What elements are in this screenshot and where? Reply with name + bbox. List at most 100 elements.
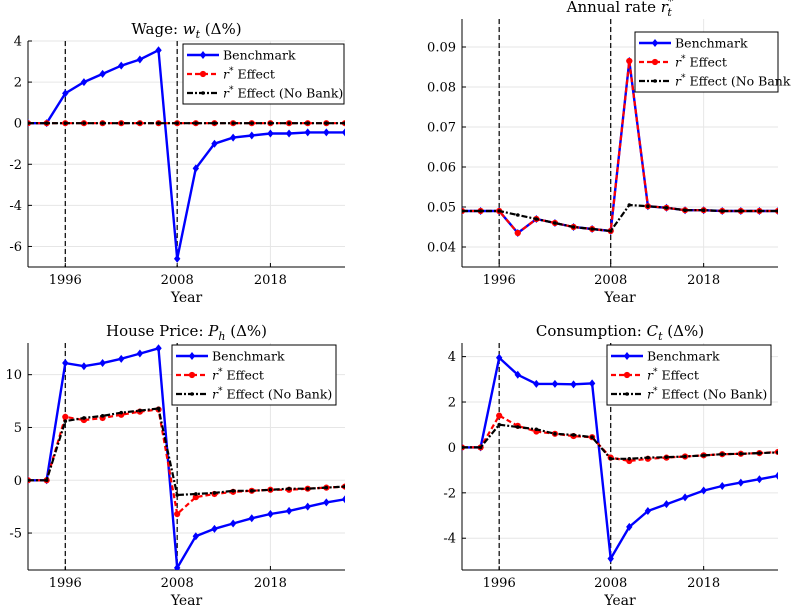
x-axis-label: Year (603, 290, 636, 306)
data-point (534, 427, 539, 432)
legend: Benchmark r* Effect r* Effect (No Bank (634, 31, 791, 93)
data-point (497, 422, 501, 427)
legend-marker (651, 58, 659, 66)
legend-label: Benchmark (675, 36, 748, 51)
data-point (608, 229, 613, 233)
chart-title: Wage: wt (Δ%) (131, 20, 241, 41)
data-point (99, 69, 106, 78)
data-point (229, 133, 237, 142)
data-point (268, 121, 273, 125)
data-point (80, 362, 88, 371)
data-point (478, 445, 483, 450)
data-point (156, 406, 161, 411)
data-point (701, 208, 706, 212)
y-tick-label: 0.09 (427, 41, 456, 56)
data-point (100, 121, 105, 125)
series-line (462, 355, 778, 563)
series-rstar-effect-nobank (28, 406, 345, 497)
series-rstar-effect-nobank (462, 203, 778, 233)
legend-label: r* Effect (No Bank (675, 74, 791, 89)
data-point (305, 486, 310, 491)
data-point (63, 419, 68, 423)
data-point (739, 209, 743, 213)
data-point (571, 225, 576, 229)
legend-marker (623, 352, 631, 360)
legend-marker (653, 79, 657, 83)
data-point (285, 129, 293, 138)
series-line (28, 407, 345, 497)
data-point (739, 451, 743, 456)
data-point (118, 354, 125, 363)
series-line (28, 346, 345, 570)
legend-marker (199, 51, 207, 59)
data-point (701, 453, 706, 458)
data-point (681, 493, 689, 502)
x-tick-label: 2018 (687, 273, 720, 288)
data-point (737, 478, 745, 487)
y-tick-label: 4 (14, 35, 22, 50)
data-point (343, 121, 345, 125)
y-tick-label: -4 (9, 199, 22, 214)
data-point (211, 139, 218, 148)
data-point (82, 121, 86, 125)
panel-house-price: 1996 2008 2018 10 5 0 -5 House Price: Ph (Δ%) Ye… (5, 322, 345, 609)
data-point (155, 46, 162, 55)
data-point (175, 493, 179, 497)
data-point (495, 353, 503, 362)
data-point (626, 522, 633, 531)
data-point (515, 213, 520, 217)
data-point (268, 487, 273, 492)
data-point (62, 359, 69, 368)
legend-label: r* Effect (223, 67, 275, 82)
legend-marker (188, 371, 196, 379)
data-point (757, 451, 762, 455)
data-point (590, 435, 594, 440)
legend-marker (201, 91, 205, 95)
data-point (136, 55, 144, 64)
data-point (646, 455, 650, 460)
data-point (323, 498, 330, 507)
data-point (462, 209, 464, 213)
x-tick-label: 2018 (254, 273, 287, 288)
legend-label: Benchmark (223, 48, 296, 63)
series-rstar-effect-nobank (462, 422, 778, 461)
x-tick-label: 1996 (49, 576, 82, 591)
data-point (343, 484, 345, 489)
data-point (136, 349, 144, 358)
data-point (533, 379, 540, 388)
y-tick-label: -2 (9, 158, 22, 173)
series-line (462, 423, 778, 460)
data-point (774, 471, 778, 480)
legend-marker (199, 70, 207, 78)
panel-wage: 1996 2008 2018 4 2 0 -2 -4 -6 Wage: wt (Δ%) Year Be… (9, 20, 345, 306)
data-point (341, 128, 345, 137)
data-point (192, 532, 200, 541)
y-tick-label: -4 (443, 532, 456, 547)
data-point (118, 61, 125, 70)
data-point (341, 495, 345, 504)
data-point (285, 506, 293, 515)
series-rstar-effect-nobank (28, 121, 345, 125)
y-tick-label: 0.05 (427, 201, 456, 216)
data-point (212, 121, 217, 125)
data-point (62, 413, 69, 421)
y-tick-label: 10 (5, 368, 22, 383)
legend-label: r* Effect (647, 368, 699, 383)
legend: Benchmark r* Effect r* Effect (No Bank) (171, 344, 337, 406)
x-tick-label: 1996 (49, 273, 82, 288)
x-tick-label: 1996 (483, 273, 516, 288)
data-point (496, 412, 503, 419)
data-point (119, 410, 124, 415)
x-tick-label: 2008 (594, 576, 627, 591)
data-point (62, 89, 69, 98)
legend-marker (623, 371, 631, 379)
data-point (28, 478, 30, 483)
series-rstar-effect (462, 412, 778, 465)
y-tick-label: 0.04 (427, 241, 456, 256)
data-point (478, 209, 483, 213)
data-point (323, 128, 330, 137)
y-tick-label: -5 (9, 527, 22, 542)
series-line (462, 203, 778, 233)
data-point (590, 227, 594, 231)
